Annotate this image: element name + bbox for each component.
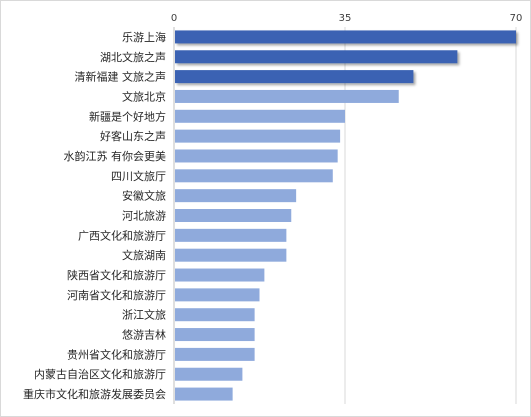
- x-tick-label: 35: [339, 13, 352, 24]
- category-label: 新疆是个好地方: [89, 109, 166, 123]
- category-label: 安徽文旅: [122, 189, 166, 203]
- x-tick-label: 70: [510, 13, 523, 24]
- bar: [175, 50, 458, 64]
- bar: [175, 308, 255, 322]
- bar: [175, 228, 287, 242]
- bar: [175, 89, 399, 103]
- gridlines: [344, 27, 517, 404]
- category-label: 河南省文化和旅游厅: [67, 288, 166, 302]
- category-label: 湖北文旅之声: [100, 50, 166, 64]
- bar: [175, 30, 516, 44]
- category-label: 文旅北京: [122, 89, 166, 103]
- bar: [175, 149, 338, 163]
- category-label: 清新福建 文旅之声: [75, 70, 167, 84]
- bar: [175, 268, 265, 282]
- category-label: 广西文化和旅游厅: [78, 228, 166, 242]
- bar: [175, 328, 255, 342]
- x-tick-label: 0: [171, 13, 177, 24]
- bar: [175, 347, 255, 361]
- category-label: 乐游上海: [122, 30, 166, 44]
- category-label: 贵州省文化和旅游厅: [67, 347, 166, 361]
- bar: [175, 189, 297, 203]
- category-label: 重庆市文化和旅游发展委员会: [23, 387, 166, 401]
- bar: [175, 70, 414, 84]
- category-label: 河北旅游: [122, 209, 166, 223]
- bar: [175, 109, 345, 123]
- category-label: 文旅湖南: [122, 248, 166, 262]
- category-label: 好客山东之声: [100, 129, 166, 143]
- category-label: 内蒙古自治区文化和旅游厅: [34, 367, 166, 381]
- x-axis-tick-labels: 0 35 70: [171, 13, 523, 24]
- category-label: 浙江文旅: [122, 308, 166, 322]
- bar: [175, 169, 333, 183]
- bars: [175, 30, 516, 401]
- category-label: 陕西省文化和旅游厅: [67, 268, 166, 282]
- bar: [175, 248, 287, 262]
- bar: [175, 367, 243, 381]
- bar: [175, 209, 292, 222]
- bar: [175, 288, 260, 302]
- category-label: 四川文旅厅: [111, 169, 166, 183]
- bar: [175, 387, 233, 401]
- category-label: 水韵江苏 有你会更美: [64, 149, 167, 163]
- bar: [175, 129, 341, 143]
- category-label: 悠游吉林: [122, 328, 166, 342]
